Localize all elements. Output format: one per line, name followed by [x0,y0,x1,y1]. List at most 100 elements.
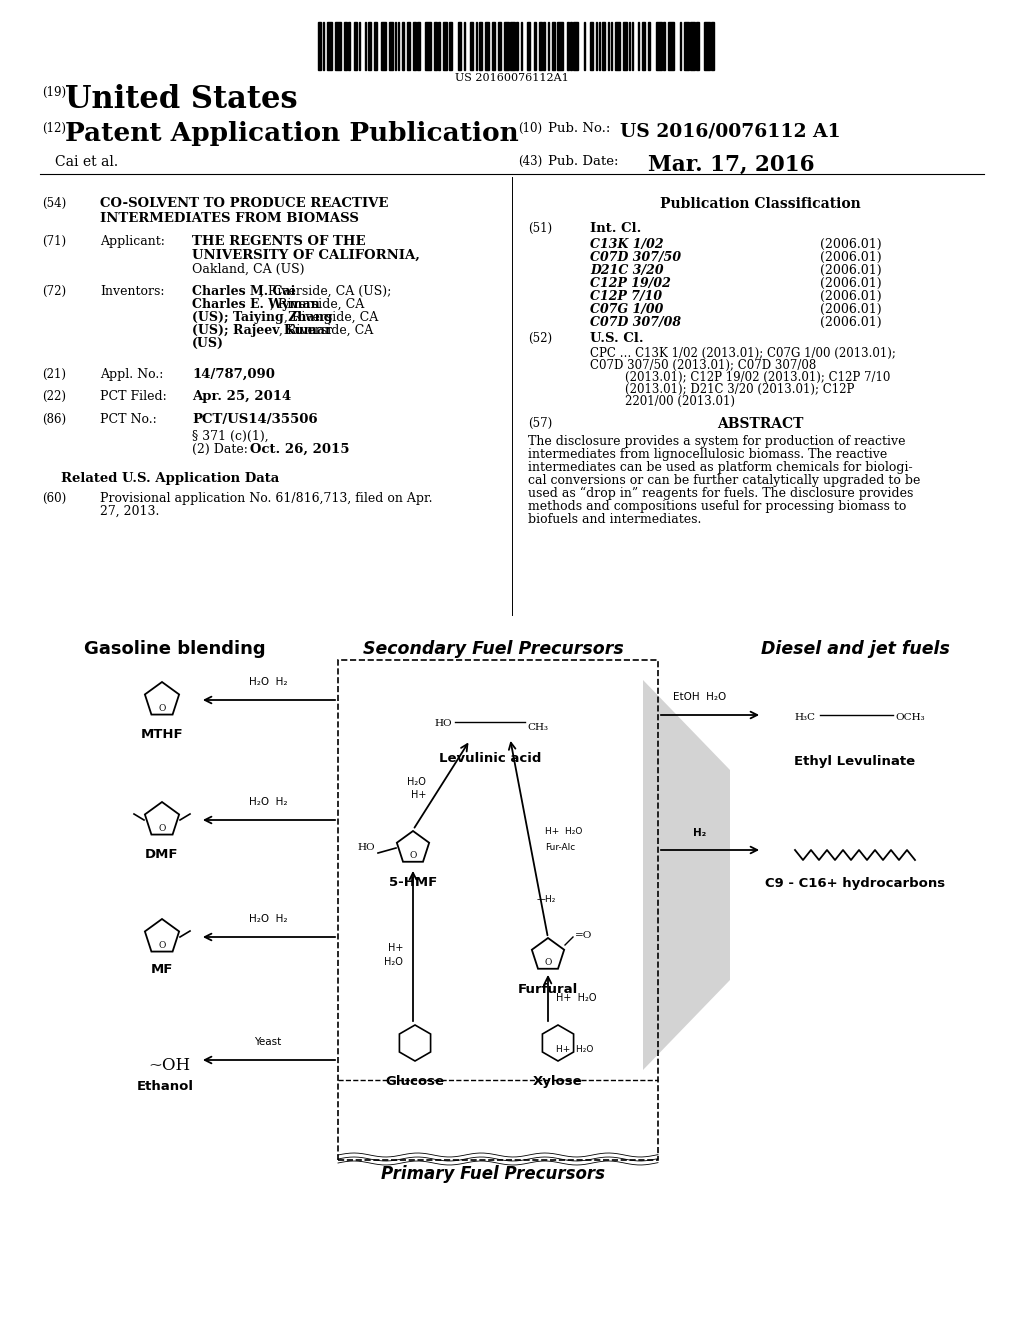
Text: HO: HO [434,719,452,729]
Text: Secondary Fuel Precursors: Secondary Fuel Precursors [362,640,624,657]
Text: used as “drop in” reagents for fuels. The disclosure provides: used as “drop in” reagents for fuels. Th… [528,487,913,500]
Text: Ethyl Levulinate: Ethyl Levulinate [795,755,915,768]
Text: C07D 307/08: C07D 307/08 [590,315,681,329]
Bar [590,22,593,70]
Text: CO-SOLVENT TO PRODUCE REACTIVE: CO-SOLVENT TO PRODUCE REACTIVE [100,197,388,210]
Bar [642,22,645,70]
Bar [469,22,472,70]
Text: H+: H+ [388,942,403,953]
Text: Charles E. Wyman: Charles E. Wyman [193,298,319,312]
Bar [629,22,630,70]
Text: (2) Date:: (2) Date: [193,444,248,455]
Text: (21): (21) [42,368,66,381]
Bar [343,22,346,70]
Text: (57): (57) [528,417,552,430]
Text: EtOH  H₂O: EtOH H₂O [674,692,727,702]
Text: Glucose: Glucose [385,1074,444,1088]
Bar [498,22,501,70]
Text: HO: HO [357,843,375,853]
Text: C13K 1/02: C13K 1/02 [590,238,664,251]
Text: , Riverside, CA (US);: , Riverside, CA (US); [260,285,391,298]
Text: O: O [159,824,166,833]
Text: H+  H₂O: H+ H₂O [556,1045,593,1055]
Text: O: O [545,958,552,968]
Text: CPC … C13K 1/02 (2013.01); C07G 1/00 (2013.01);: CPC … C13K 1/02 (2013.01); C07G 1/00 (20… [590,347,896,360]
Bar [368,22,371,70]
Text: U.S. Cl.: U.S. Cl. [590,333,644,345]
Text: (2013.01); D21C 3/20 (2013.01); C12P: (2013.01); D21C 3/20 (2013.01); C12P [625,383,854,396]
Text: Furfural: Furfural [518,983,579,997]
Bar [484,22,489,70]
Bar [607,22,609,70]
Bar [504,22,509,70]
Bar [615,22,620,70]
Text: H+  H₂O: H+ H₂O [556,993,597,1003]
Bar [478,22,481,70]
Text: Inventors:: Inventors: [100,285,165,298]
Bar [407,22,410,70]
Text: C07G 1/00: C07G 1/00 [590,304,664,315]
Text: PCT/US14/35506: PCT/US14/35506 [193,413,317,426]
Text: H₂O: H₂O [408,777,426,787]
Text: (2006.01): (2006.01) [820,264,882,277]
Bar [438,22,439,70]
Text: INTERMEDIATES FROM BIOMASS: INTERMEDIATES FROM BIOMASS [100,213,358,224]
Text: (51): (51) [528,222,552,235]
Text: C12P 19/02: C12P 19/02 [590,277,671,290]
Bar [573,22,578,70]
Text: United States: United States [65,84,298,115]
Bar [655,22,662,70]
Bar [365,22,366,70]
Bar [648,22,649,70]
Bar [402,22,403,70]
Bar [556,22,562,70]
Bar [632,22,633,70]
Bar [388,22,393,70]
Text: =O: =O [575,932,592,940]
Bar [584,22,585,70]
Text: C9 - C16+ hydrocarbons: C9 - C16+ hydrocarbons [765,876,945,890]
Text: Levulinic acid: Levulinic acid [439,752,542,766]
Bar [335,22,341,70]
Bar [394,22,396,70]
Text: intermediates can be used as platform chemicals for biologi-: intermediates can be used as platform ch… [528,461,912,474]
Text: UNIVERSITY OF CALIFORNIA,: UNIVERSITY OF CALIFORNIA, [193,249,420,261]
Text: Xylose: Xylose [534,1074,583,1088]
Text: H₂: H₂ [693,828,707,838]
Bar [623,22,627,70]
Text: Related U.S. Application Data: Related U.S. Application Data [60,473,280,484]
Bar [348,22,349,70]
Bar [543,22,545,70]
Bar [548,22,549,70]
Text: Apr. 25, 2014: Apr. 25, 2014 [193,389,291,403]
Text: , Riverside, CA: , Riverside, CA [269,298,364,312]
Text: § 371 (c)(1),: § 371 (c)(1), [193,430,268,444]
Text: Patent Application Publication: Patent Application Publication [65,121,519,147]
Bar [696,22,699,70]
Text: H+: H+ [411,789,426,800]
Bar [711,22,714,70]
Bar [520,22,522,70]
Text: (72): (72) [42,285,67,298]
Bar [510,22,514,70]
Text: (43): (43) [518,154,543,168]
Bar [433,22,436,70]
Bar [381,22,385,70]
Text: (52): (52) [528,333,552,345]
Bar [663,22,665,70]
Text: (71): (71) [42,235,67,248]
Text: US 2016/0076112 A1: US 2016/0076112 A1 [620,121,841,140]
Text: (22): (22) [42,389,66,403]
Bar [596,22,597,70]
Text: (US); Rajeev Kumar: (US); Rajeev Kumar [193,323,332,337]
Text: 5-HMF: 5-HMF [389,876,437,888]
Text: intermediates from lignocellulosic biomass. The reactive: intermediates from lignocellulosic bioma… [528,447,887,461]
Text: H₂O  H₂: H₂O H₂ [249,797,288,807]
Text: O: O [159,941,166,949]
Bar [425,22,430,70]
Text: Provisional application No. 61/816,713, filed on Apr.: Provisional application No. 61/816,713, … [100,492,432,506]
Text: (US); Taiying Zhang: (US); Taiying Zhang [193,312,333,323]
Bar [598,22,600,70]
Text: (2006.01): (2006.01) [820,277,882,290]
Text: Diesel and jet fuels: Diesel and jet fuels [761,640,949,657]
